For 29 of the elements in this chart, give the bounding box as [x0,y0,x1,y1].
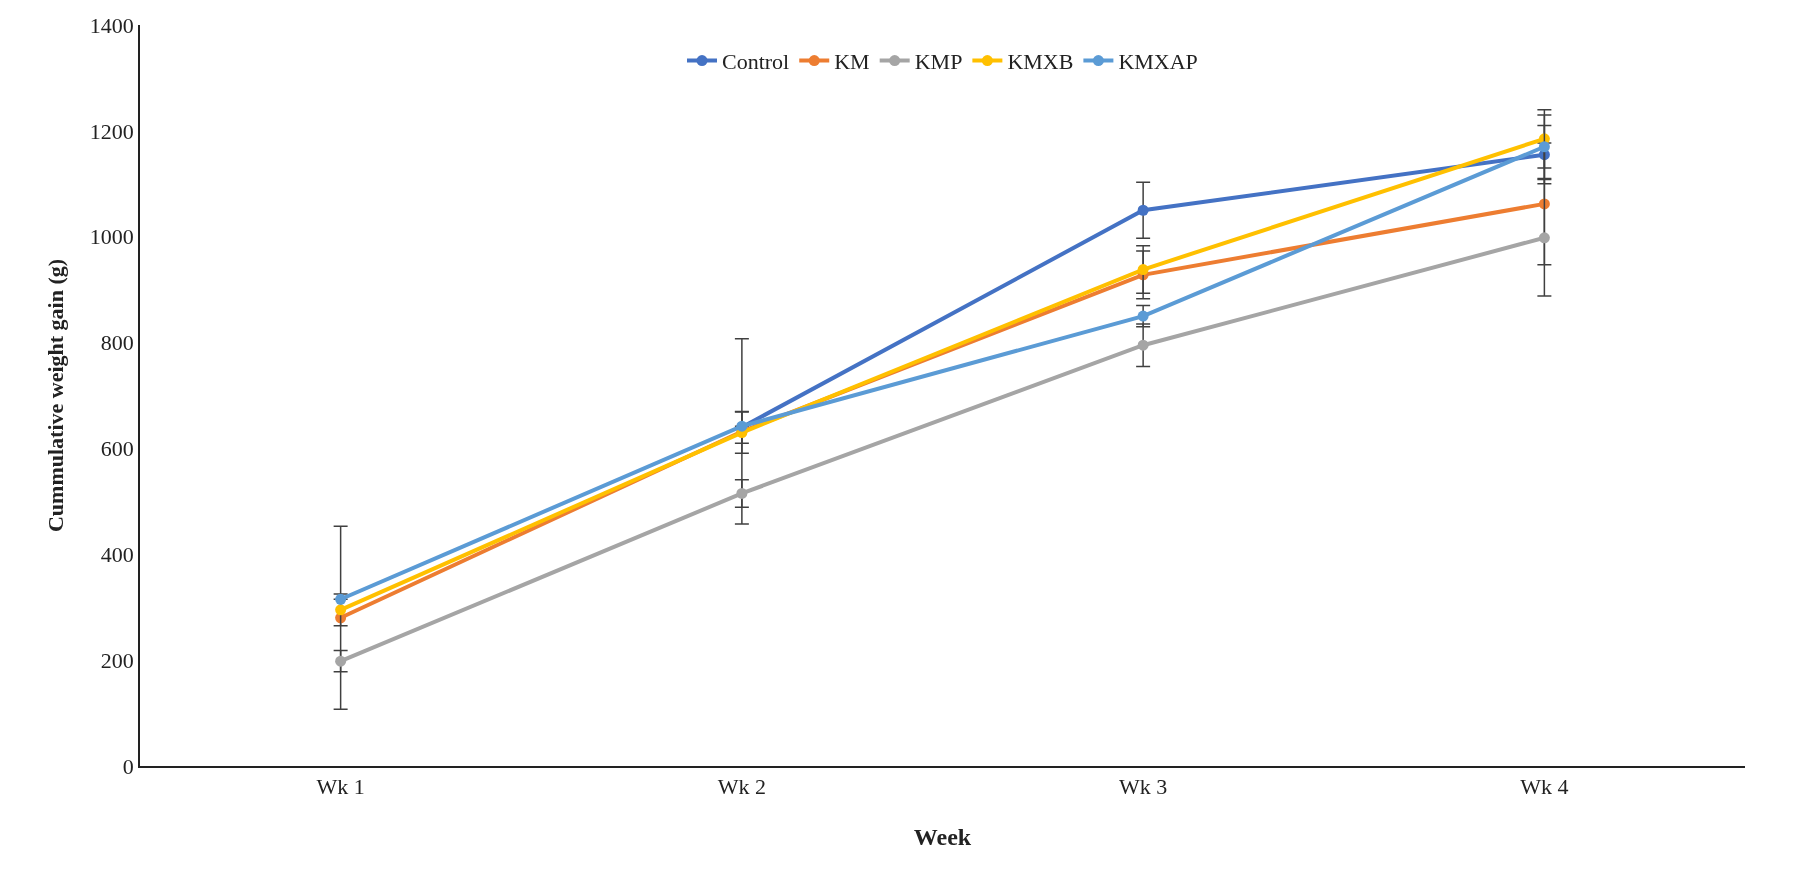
point [1137,264,1149,276]
x-tick-label: Wk 4 [1520,774,1569,800]
y-tick-label: 400 [100,541,134,567]
legend-label: KMP [914,49,963,75]
y-tick-label: 1400 [89,12,134,38]
y-tick-label: 800 [100,330,134,356]
x-tick-label: Wk 2 [717,774,767,800]
y-tick-label: 1000 [89,224,134,250]
legend-label: KM [834,49,870,75]
legend-label: Control [722,49,790,75]
x-tick-label: Wk 1 [316,774,365,800]
point [1538,141,1550,153]
y-tick-label: 200 [100,647,134,673]
y-tick-label: 1200 [89,118,134,144]
x-tick-label: Wk 3 [1119,774,1168,800]
point [335,593,347,605]
point [335,604,347,616]
point [1137,310,1149,322]
y-tick-label: 0 [122,753,134,779]
x-axis-title: Week [913,823,972,850]
legend-label: KMXB [1007,49,1074,75]
legend-label: KMXAP [1118,49,1198,75]
y-axis-title: Cummulative weight gain (g) [43,258,69,533]
point [1538,232,1550,244]
point [335,655,347,667]
point [1137,204,1149,216]
point [1137,339,1149,351]
point [736,487,748,499]
y-tick-label: 600 [100,436,134,462]
